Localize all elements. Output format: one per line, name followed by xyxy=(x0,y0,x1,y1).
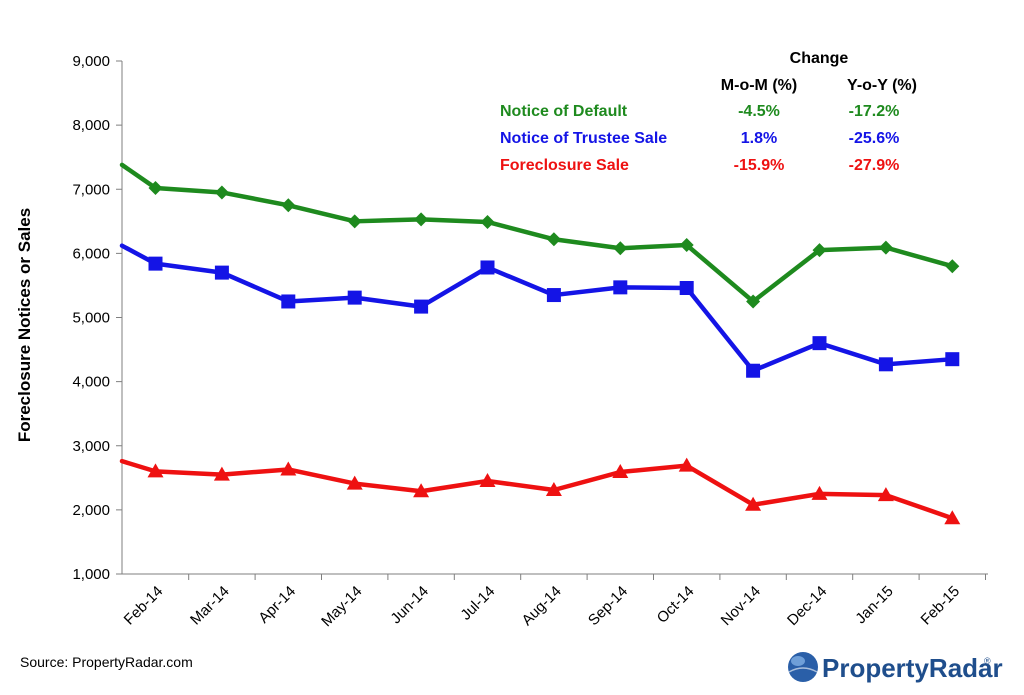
globe-icon xyxy=(788,652,818,682)
legend-yoy-trustee: -25.6% xyxy=(849,130,900,147)
data-point-marker xyxy=(812,336,827,351)
data-point-marker xyxy=(612,464,629,479)
data-point-marker xyxy=(347,214,362,229)
y-tick-label: 2,000 xyxy=(72,502,110,519)
data-point-marker xyxy=(480,214,495,229)
legend-name-trustee: Notice of Trustee Sale xyxy=(500,130,667,147)
data-point-marker xyxy=(479,473,496,488)
x-tick-label: Apr-14 xyxy=(255,583,299,627)
source-note: Source: PropertyRadar.com xyxy=(20,654,193,670)
y-tick-label: 8,000 xyxy=(72,117,110,134)
data-point-marker xyxy=(413,483,430,498)
data-point-marker xyxy=(679,238,694,253)
data-point-marker xyxy=(148,180,163,195)
x-tick-label: Oct-14 xyxy=(654,583,698,627)
data-point-marker xyxy=(281,294,296,309)
legend-yoy-default: -17.2% xyxy=(849,103,900,120)
x-tick-label: Nov-14 xyxy=(718,583,764,629)
series-markers xyxy=(147,180,961,525)
data-point-marker xyxy=(746,294,761,309)
logo-wordmark: PropertyRadar xyxy=(822,653,1003,683)
data-point-marker xyxy=(347,290,362,305)
data-point-marker xyxy=(679,281,694,296)
data-point-marker xyxy=(281,198,296,213)
data-point-marker xyxy=(877,487,894,502)
x-tick-label: Jul-14 xyxy=(457,583,498,624)
data-point-marker xyxy=(613,241,628,256)
series-line-2 xyxy=(119,243,955,373)
axes xyxy=(121,61,988,575)
y-axis-title: Foreclosure Notices or Sales xyxy=(15,208,34,442)
data-point-marker xyxy=(945,259,960,274)
data-point-marker xyxy=(746,363,761,378)
data-point-marker xyxy=(346,475,363,490)
y-tick-label: 4,000 xyxy=(72,374,110,391)
legend-table: Change M-o-M (%) Y-o-Y (%) Notice of Def… xyxy=(494,50,924,184)
series-line-1 xyxy=(119,162,955,304)
data-point-marker xyxy=(944,510,961,525)
legend-background xyxy=(494,68,924,184)
data-point-marker xyxy=(280,461,297,476)
data-point-marker xyxy=(546,288,561,303)
registered-mark: ® xyxy=(984,656,991,666)
data-point-marker xyxy=(147,463,164,478)
data-point-marker xyxy=(613,280,628,295)
y-tick-label: 3,000 xyxy=(72,438,110,455)
legend-name-default: Notice of Default xyxy=(500,103,628,120)
data-point-marker xyxy=(214,265,229,280)
data-point-marker xyxy=(678,457,695,472)
data-point-marker xyxy=(878,240,893,255)
legend-mom-sale: -15.9% xyxy=(734,157,785,174)
legend-yoy-sale: -27.9% xyxy=(849,157,900,174)
legend-header-change: Change xyxy=(790,50,849,67)
x-tick-label: Feb-14 xyxy=(121,583,167,629)
data-point-marker xyxy=(812,243,827,258)
data-point-marker xyxy=(811,485,828,500)
legend-name-sale: Foreclosure Sale xyxy=(500,157,629,174)
legend-mom-default: -4.5% xyxy=(738,103,780,120)
data-point-marker xyxy=(545,481,562,496)
data-point-marker xyxy=(745,496,762,511)
x-tick-label: May-14 xyxy=(318,583,365,630)
y-tick-label: 9,000 xyxy=(72,53,110,70)
propertyradar-logo: PropertyRadar ® xyxy=(788,652,1003,683)
data-point-marker xyxy=(945,352,960,367)
legend-col-yoy: Y-o-Y (%) xyxy=(847,77,917,94)
legend-col-mom: M-o-M (%) xyxy=(721,77,797,94)
x-tick-label: Jan-15 xyxy=(852,583,896,627)
series-lines xyxy=(119,162,955,521)
x-tick-label: Dec-14 xyxy=(784,583,830,629)
x-tick-label: Mar-14 xyxy=(187,583,233,629)
y-gridlines xyxy=(116,60,986,580)
y-tick-label: 1,000 xyxy=(72,566,110,583)
x-tick-label: Jun-14 xyxy=(387,583,431,627)
series-line-3 xyxy=(119,458,955,521)
data-point-marker xyxy=(480,260,495,275)
data-point-marker xyxy=(414,299,429,314)
data-point-marker xyxy=(213,466,230,481)
y-tick-label: 5,000 xyxy=(72,310,110,327)
y-tick-labels: 1,000 2,000 3,000 4,000 5,000 6,000 7,000 8,000… xyxy=(72,53,110,583)
data-point-marker xyxy=(546,232,561,247)
data-point-marker xyxy=(414,212,429,227)
data-point-marker xyxy=(148,256,163,271)
x-tick-labels: Feb-14 Mar-14 Apr-14 May-14 Jun-14 Jul-14 Aug-… xyxy=(121,583,963,630)
x-tick-label: Aug-14 xyxy=(519,583,565,629)
y-tick-label: 7,000 xyxy=(72,181,110,198)
legend-mom-trustee: 1.8% xyxy=(741,130,777,147)
x-tick-label: Feb-15 xyxy=(917,583,963,629)
y-tick-label: 6,000 xyxy=(72,245,110,262)
data-point-marker xyxy=(214,185,229,200)
data-point-marker xyxy=(878,357,893,372)
x-tick-label: Sep-14 xyxy=(585,583,631,629)
